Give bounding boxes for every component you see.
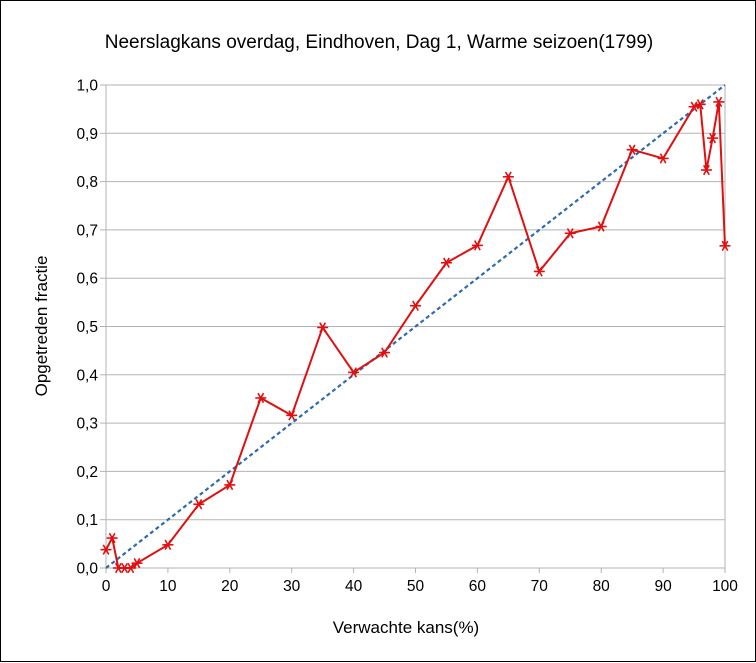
y-tick-label: 0,0 [76, 561, 98, 578]
observed-series-line [105, 101, 726, 569]
x-axis-label: Verwachte kans(%) [333, 618, 479, 637]
data-point-marker [286, 410, 298, 421]
data-point-marker [533, 266, 545, 277]
y-tick-label: 1,0 [76, 78, 98, 95]
data-point-marker [348, 367, 360, 378]
data-point-marker [700, 164, 712, 176]
data-point-marker [719, 240, 731, 252]
x-tick-label: 50 [407, 578, 425, 595]
y-tick-label: 0,1 [76, 512, 98, 529]
data-point-marker [595, 221, 607, 232]
data-point-marker [193, 499, 205, 510]
data-point-marker [106, 532, 118, 544]
data-point-marker [707, 132, 719, 144]
data-point-marker [502, 171, 514, 182]
y-tick-label: 0,5 [76, 319, 98, 336]
data-point-marker [131, 557, 143, 569]
y-tick-label: 0,4 [76, 367, 98, 384]
x-tick-label: 90 [654, 578, 672, 595]
x-tick-label: 70 [531, 578, 549, 595]
y-tick-label: 0,7 [76, 222, 98, 239]
x-tick-labels: 0 10 20 30 40 50 60 70 80 90 100 [102, 578, 739, 595]
data-point-marker [657, 153, 669, 164]
data-point-marker [694, 99, 706, 110]
data-point-marker [100, 544, 112, 555]
y-axis-label: Opgetreden fractie [32, 256, 51, 397]
data-point-marker [564, 228, 576, 239]
y-tick-label: 0,2 [76, 464, 98, 481]
data-point-marker [255, 392, 267, 404]
y-tick-labels: 0,0 0,1 0,2 0,3 0,4 0,5 0,6 0,7 0,8 0,9 1,0 [76, 78, 98, 578]
data-point-marker [162, 539, 174, 550]
x-tick-label: 60 [469, 578, 487, 595]
data-point-marker [471, 240, 483, 251]
x-tick-label: 80 [593, 578, 611, 595]
y-tick-label: 0,6 [76, 271, 98, 288]
plot-area [100, 84, 731, 574]
x-tick-label: 20 [221, 578, 239, 595]
x-tick-label: 30 [283, 578, 301, 595]
y-tick-label: 0,3 [76, 416, 98, 433]
data-point-marker [440, 257, 452, 268]
x-tick-label: 10 [159, 578, 177, 595]
reference-diagonal-line [105, 84, 726, 569]
data-point-marker [410, 300, 421, 311]
data-point-marker [379, 347, 391, 358]
data-point-marker [626, 144, 638, 155]
data-point-marker [317, 322, 329, 333]
x-tick-label: 100 [712, 578, 738, 595]
y-tick-label: 0,8 [76, 174, 98, 191]
x-tick-label: 0 [102, 578, 111, 595]
chart-title: Neerslagkans overdag, Eindhoven, Dag 1, … [105, 32, 654, 53]
x-tick-label: 40 [345, 578, 363, 595]
gridlines [100, 84, 726, 573]
y-tick-label: 0,9 [76, 126, 98, 143]
data-point-marker [224, 479, 236, 491]
data-point-marker [713, 96, 725, 108]
